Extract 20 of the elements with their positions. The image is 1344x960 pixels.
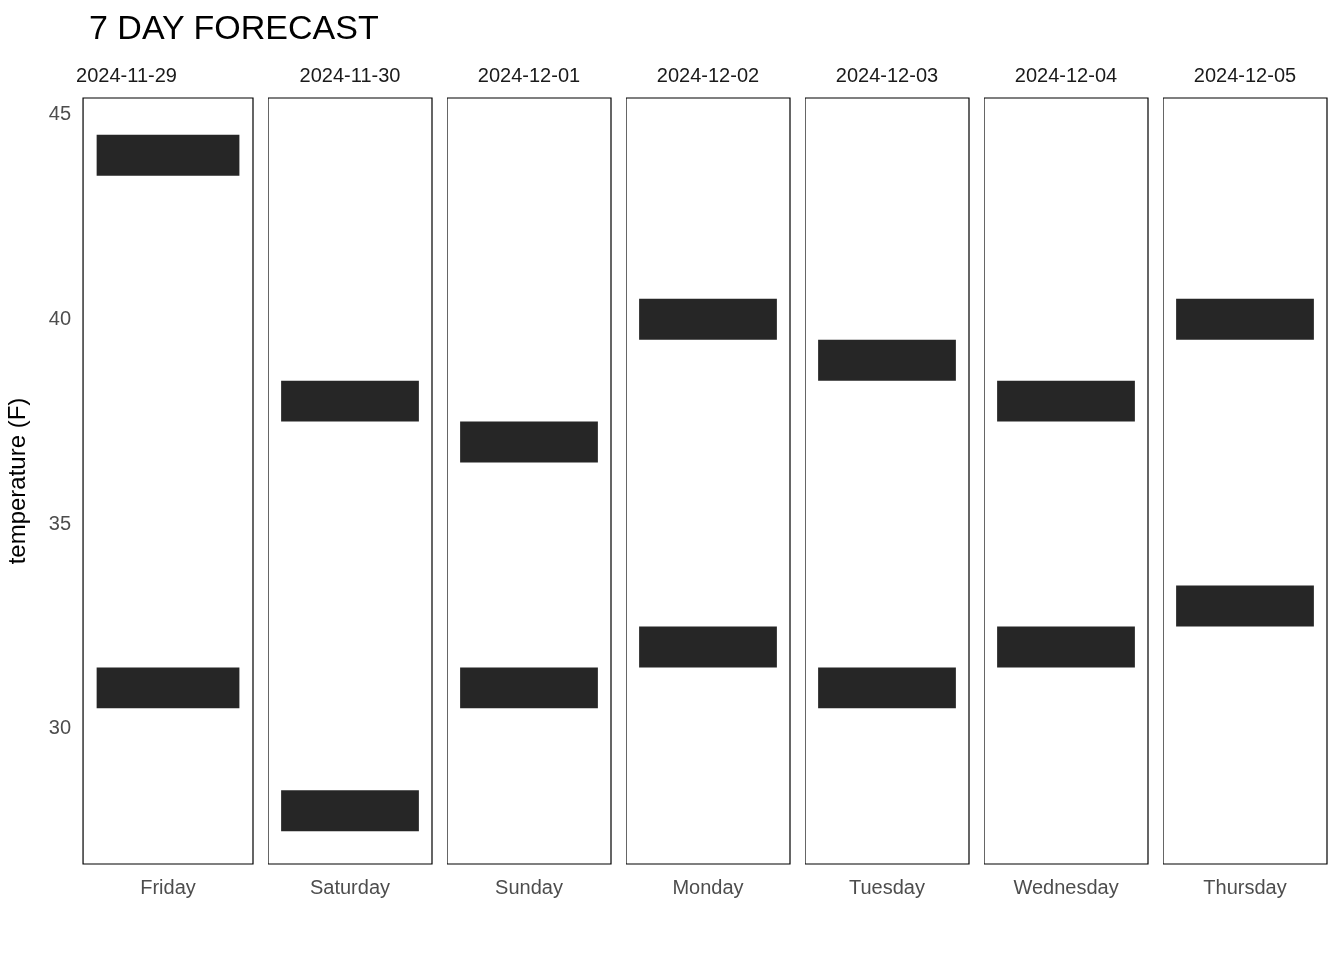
chart-subtitle: 2024-11-30: [299, 63, 401, 86]
x-tick-label: Tuesday: [849, 875, 925, 898]
y-axis-title: temperature (F): [3, 397, 31, 565]
chart-title: 7 DAY FORECAST: [89, 8, 379, 47]
chart-subtitle: 2024-12-02: [656, 63, 760, 86]
y-tick-label: 30: [48, 716, 72, 739]
chart-subtitle: 2024-11-29: [76, 63, 177, 86]
x-tick-label: Sunday: [495, 875, 563, 898]
chart-subtitle: 2024-12-03: [835, 63, 939, 86]
chart-subtitle: 2024-12-05: [1193, 63, 1297, 86]
y-tick-label: 40: [48, 306, 72, 329]
y-tick-label: 45: [48, 101, 72, 124]
chart-subtitle: 2024-12-04: [1014, 63, 1118, 86]
x-tick-label: Thursday: [1203, 875, 1287, 898]
x-tick-label: Monday: [672, 875, 744, 898]
x-tick-label: Saturday: [309, 875, 391, 898]
x-tick-label: Friday: [140, 875, 196, 898]
y-tick-label: 35: [48, 511, 72, 534]
x-tick-label: Wednesday: [1013, 875, 1119, 898]
chart-subtitle: 2024-12-01: [477, 63, 581, 86]
